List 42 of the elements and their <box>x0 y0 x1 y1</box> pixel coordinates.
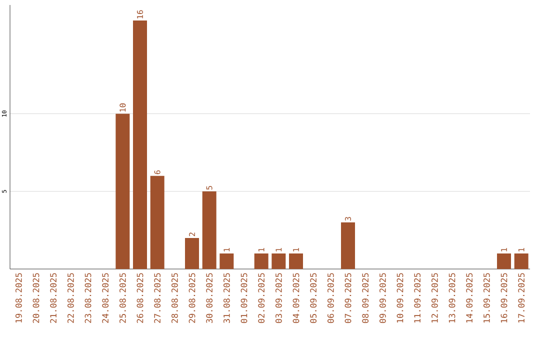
bar <box>185 238 199 269</box>
bar <box>202 191 216 269</box>
x-tick-label: 24.08.2025 <box>102 273 109 323</box>
x-tick-label: 26.08.2025 <box>136 273 144 323</box>
x-tick-label: 14.09.2025 <box>466 273 473 322</box>
bar <box>272 253 286 269</box>
x-tick-label: 15.09.2025 <box>483 273 490 322</box>
x-tick-label: 08.09.2025 <box>362 273 369 323</box>
x-tick-label: 10.09.2025 <box>396 273 404 322</box>
x-tick-label: 30.08.2025 <box>206 273 213 323</box>
bar <box>220 253 234 269</box>
bar <box>116 114 130 269</box>
x-tick-label: 01.09.2025 <box>240 273 248 323</box>
x-tick-label: 09.09.2025 <box>379 273 386 323</box>
x-tick-label: 23.08.2025 <box>84 273 92 323</box>
x-tick-label: 22.08.2025 <box>67 273 74 323</box>
x-tick-label: 19.08.2025 <box>15 273 22 322</box>
x-tick-label: 05.09.2025 <box>310 273 317 323</box>
bar <box>289 253 304 269</box>
x-tick-label: 11.09.2025 <box>414 273 421 322</box>
bar <box>514 253 528 269</box>
bar <box>150 176 164 269</box>
x-tick-label: 02.09.2025 <box>258 273 265 323</box>
x-tick-label: 29.08.2025 <box>188 273 196 323</box>
x-tick-label: 27.08.2025 <box>154 273 161 323</box>
bar <box>497 253 512 269</box>
x-tick-label: 07.09.2025 <box>344 273 352 323</box>
x-tick-label: 03.09.2025 <box>275 273 282 323</box>
x-tick-label: 20.08.2025 <box>32 273 40 323</box>
x-tick-label: 12.09.2025 <box>431 273 438 322</box>
x-tick-label: 06.09.2025 <box>327 273 334 323</box>
x-tick-label: 16.09.2025 <box>500 273 508 322</box>
bar <box>341 222 356 269</box>
x-tick-label: 31.08.2025 <box>223 273 230 323</box>
bar <box>133 20 147 269</box>
x-tick-label: 04.09.2025 <box>292 273 300 323</box>
x-tick-label: 21.08.2025 <box>50 273 57 323</box>
x-tick-label: 28.08.2025 <box>171 273 178 323</box>
x-tick-label: 17.09.2025 <box>518 273 525 322</box>
bar <box>254 253 268 269</box>
x-tick-label: 13.09.2025 <box>448 273 456 322</box>
x-tick-label: 25.08.2025 <box>119 273 126 323</box>
